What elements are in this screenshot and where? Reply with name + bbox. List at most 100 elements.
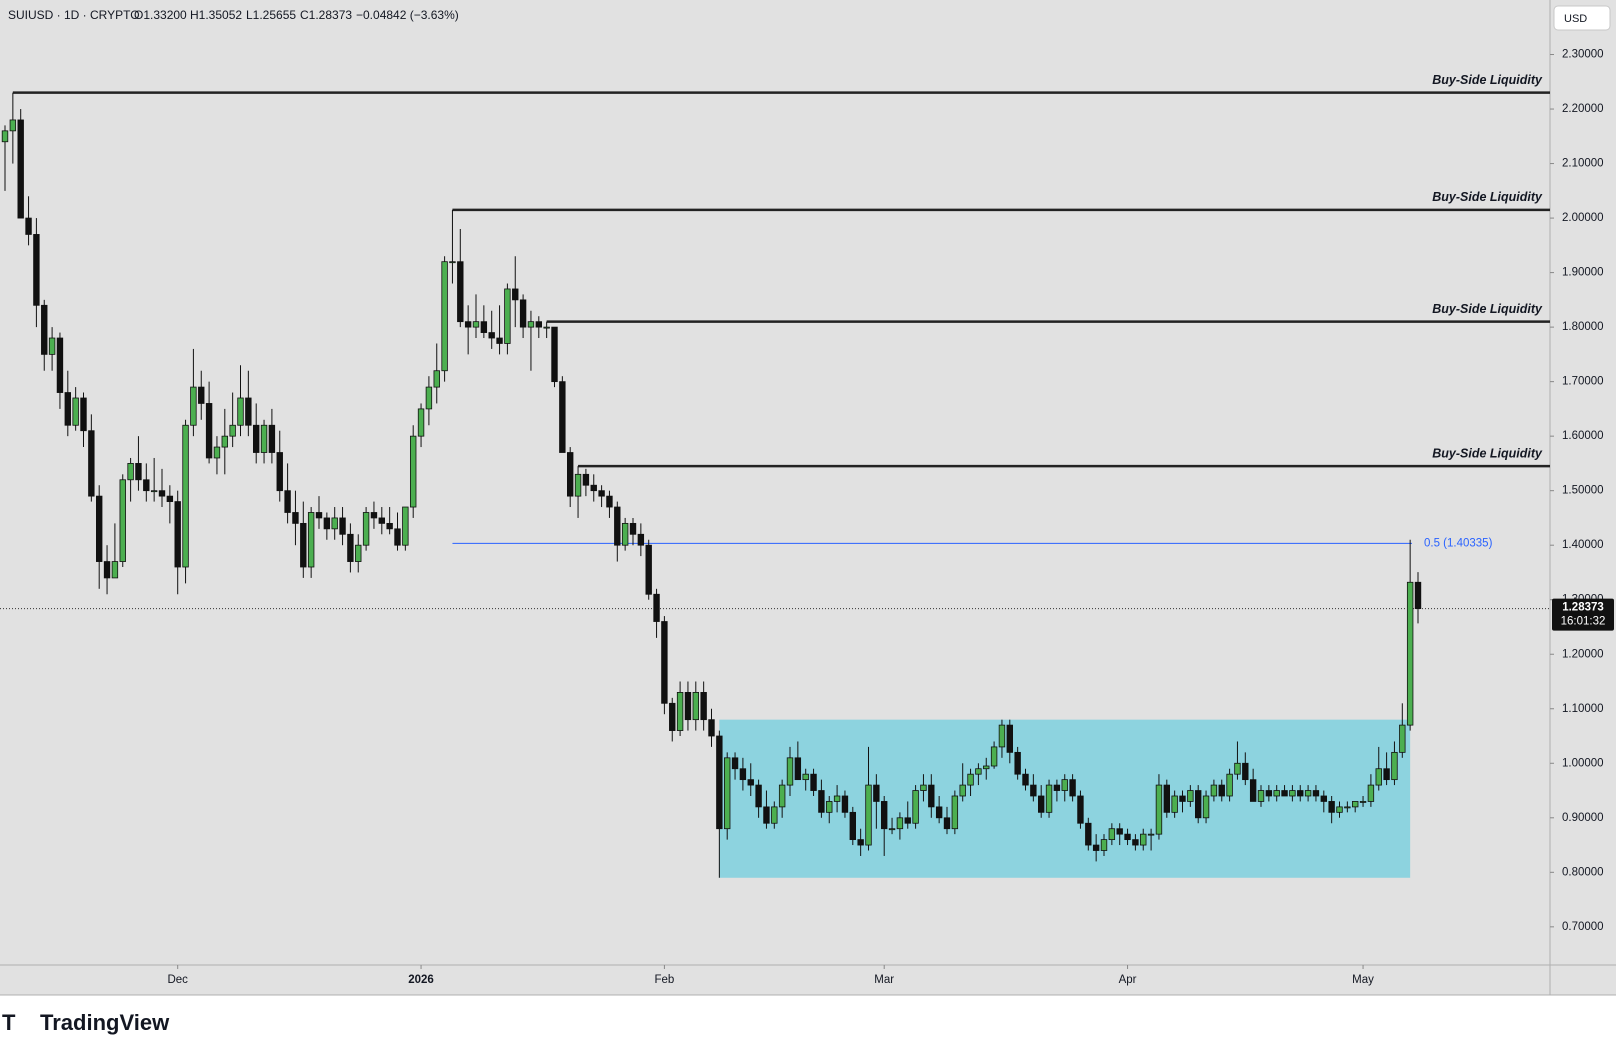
candle-body: [488, 332, 495, 339]
y-tick-label: 0.70000: [1562, 921, 1604, 933]
candle-body: [1249, 779, 1257, 802]
candle-body: [464, 321, 472, 328]
candle-body: [763, 806, 770, 824]
candle-body: [826, 801, 833, 813]
candle-body: [1147, 833, 1155, 836]
candle-body: [739, 768, 747, 781]
candle-body: [1124, 833, 1131, 841]
candle-body: [1202, 795, 1210, 819]
candle-body: [284, 490, 291, 513]
candle-body: [370, 512, 378, 519]
candle-body: [551, 326, 558, 383]
candle-body: [1406, 581, 1414, 726]
candle-body: [48, 337, 56, 355]
y-tick-label: 1.20000: [1562, 648, 1604, 660]
candle-body: [339, 517, 346, 535]
y-tick-label: 2.20000: [1562, 103, 1604, 115]
candle-body: [621, 522, 629, 546]
candle-body: [64, 392, 71, 426]
candle-body: [1187, 790, 1194, 802]
candle-body: [841, 795, 849, 813]
candle-body: [724, 757, 731, 830]
candle-body: [661, 621, 668, 704]
candle-body: [315, 512, 323, 519]
candle-body: [692, 692, 699, 721]
last-price-label: 1.28373: [1562, 602, 1604, 614]
candle-body: [645, 544, 652, 595]
price-axis: [1550, 0, 1616, 995]
candle-body: [951, 795, 959, 830]
candle-body: [1273, 790, 1280, 797]
candle-body: [1218, 784, 1225, 797]
candle-body: [33, 234, 40, 306]
candle-body: [1344, 806, 1351, 809]
candle-body: [441, 261, 448, 372]
candle-body: [967, 773, 974, 786]
candle-body: [1195, 790, 1202, 819]
liquidity-label: Buy-Side Liquidity: [1432, 190, 1543, 204]
currency[interactable]: USD: [1564, 13, 1587, 25]
candle-body: [1320, 795, 1327, 802]
candle-body: [88, 430, 95, 497]
candle-body: [1022, 773, 1029, 786]
candle-body: [1304, 790, 1312, 797]
liquidity-label: Buy-Side Liquidity: [1432, 446, 1543, 460]
candle-body: [1328, 801, 1335, 813]
candle-body: [158, 490, 166, 497]
candle-body: [386, 522, 393, 530]
candle-body: [198, 386, 205, 404]
candle-body: [1053, 784, 1061, 791]
candle-body: [1108, 828, 1116, 841]
candle-body: [669, 702, 676, 731]
candle-body: [1116, 828, 1123, 835]
candle-body: [362, 512, 370, 546]
candle-body: [904, 817, 911, 824]
candle-body: [990, 746, 998, 767]
candle-body: [771, 806, 778, 824]
x-tick-label: Mar: [874, 974, 894, 986]
y-tick-label: 1.40000: [1562, 539, 1604, 551]
y-tick-label: 1.60000: [1562, 430, 1604, 442]
x-tick-label: Apr: [1119, 974, 1137, 986]
candle-body: [402, 506, 409, 546]
symbol: SUIUSD · 1D · CRYPTO: [8, 8, 140, 22]
candle-body: [237, 397, 244, 426]
candle-body: [221, 435, 228, 448]
currency-box[interactable]: [1553, 5, 1611, 31]
x-tick-label: Feb: [654, 974, 674, 986]
candle-body: [1234, 762, 1241, 775]
candle-body: [41, 304, 48, 355]
candle-body: [1297, 790, 1304, 797]
candle-body: [606, 495, 613, 508]
candle-body: [567, 452, 574, 497]
candle-body: [245, 397, 252, 426]
candle-body: [268, 424, 276, 453]
candle-body: [1359, 801, 1367, 803]
candle-body: [684, 692, 692, 721]
y-tick-label: 0.90000: [1562, 812, 1604, 824]
candle-body: [1179, 795, 1186, 802]
y-tick-label: 2.00000: [1562, 212, 1604, 224]
y-tick-label: 1.10000: [1562, 703, 1604, 715]
candle-body: [959, 784, 966, 797]
y-tick-label: 1.00000: [1562, 757, 1604, 769]
candle-body: [143, 479, 150, 492]
last-price-tag: [1552, 598, 1614, 631]
y-tick-label: 2.10000: [1562, 158, 1604, 170]
candle-body: [1257, 790, 1265, 802]
candle-body: [190, 386, 197, 426]
candle-body: [700, 692, 707, 721]
candle-body: [252, 424, 260, 453]
y-tick-label: 1.80000: [1562, 321, 1604, 333]
candle-body: [896, 817, 904, 830]
x-tick-label: 2026: [408, 974, 434, 986]
candle-body: [111, 561, 119, 579]
candle-body: [1100, 839, 1108, 851]
candle-body: [1226, 773, 1233, 797]
candle-body: [119, 479, 126, 562]
candle-body: [629, 522, 637, 535]
candle-body: [307, 512, 315, 568]
y-tick-label: 1.90000: [1562, 267, 1604, 279]
